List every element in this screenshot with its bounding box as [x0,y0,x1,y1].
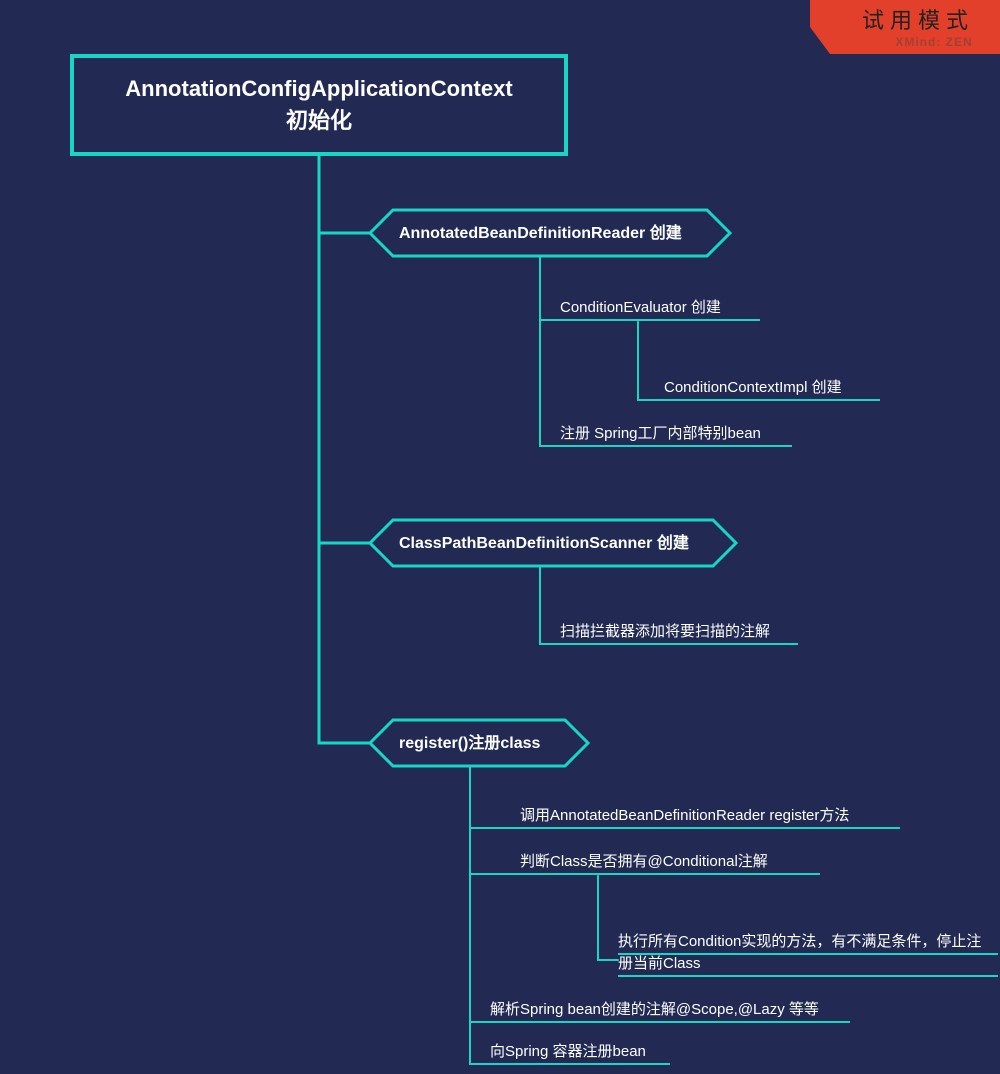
hex-node-label-h1: AnnotatedBeanDefinitionReader 创建 [399,223,682,242]
leaf-label-l6: 判断Class是否拥有@Conditional注解 [520,853,768,870]
trial-badge: 试用模式 XMind: ZEN [810,0,1000,54]
leaf-label-l5: 调用AnnotatedBeanDefinitionReader register… [520,807,849,824]
trial-badge-subtitle: XMind: ZEN [895,35,972,49]
hex-node-h2: ClassPathBeanDefinitionScanner 创建 [370,520,736,566]
root-title-line2: 初始化 [286,108,352,133]
leaf-label-l7a: 执行所有Condition实现的方法，有不满足条件，停止注 [618,933,981,950]
hex-node-h3: register()注册class [370,720,588,766]
hex-node-label-h2: ClassPathBeanDefinitionScanner 创建 [399,533,689,552]
leaf-label-l3: 注册 Spring工厂内部特别bean [560,425,761,442]
leaf-label-l1: ConditionEvaluator 创建 [560,299,721,316]
mindmap-canvas: 试用模式 XMind: ZEN AnnotationConfigApplicatio… [0,0,1000,1074]
trial-badge-title: 试用模式 [862,8,974,33]
leaf-label-l9: 向Spring 容器注册bean [490,1043,646,1060]
leaf-label-l7b: 册当前Class [618,955,701,972]
root-title-line1: AnnotationConfigApplicationContext [125,76,513,101]
leaf-label-l2: ConditionContextImpl 创建 [664,379,842,396]
leaf-label-l8: 解析Spring bean创建的注解@Scope,@Lazy 等等 [490,1000,819,1018]
hex-node-label-h3: register()注册class [399,733,540,752]
leaf-label-l4: 扫描拦截器添加将要扫描的注解 [560,623,770,640]
hex-node-h1: AnnotatedBeanDefinitionReader 创建 [370,210,730,256]
